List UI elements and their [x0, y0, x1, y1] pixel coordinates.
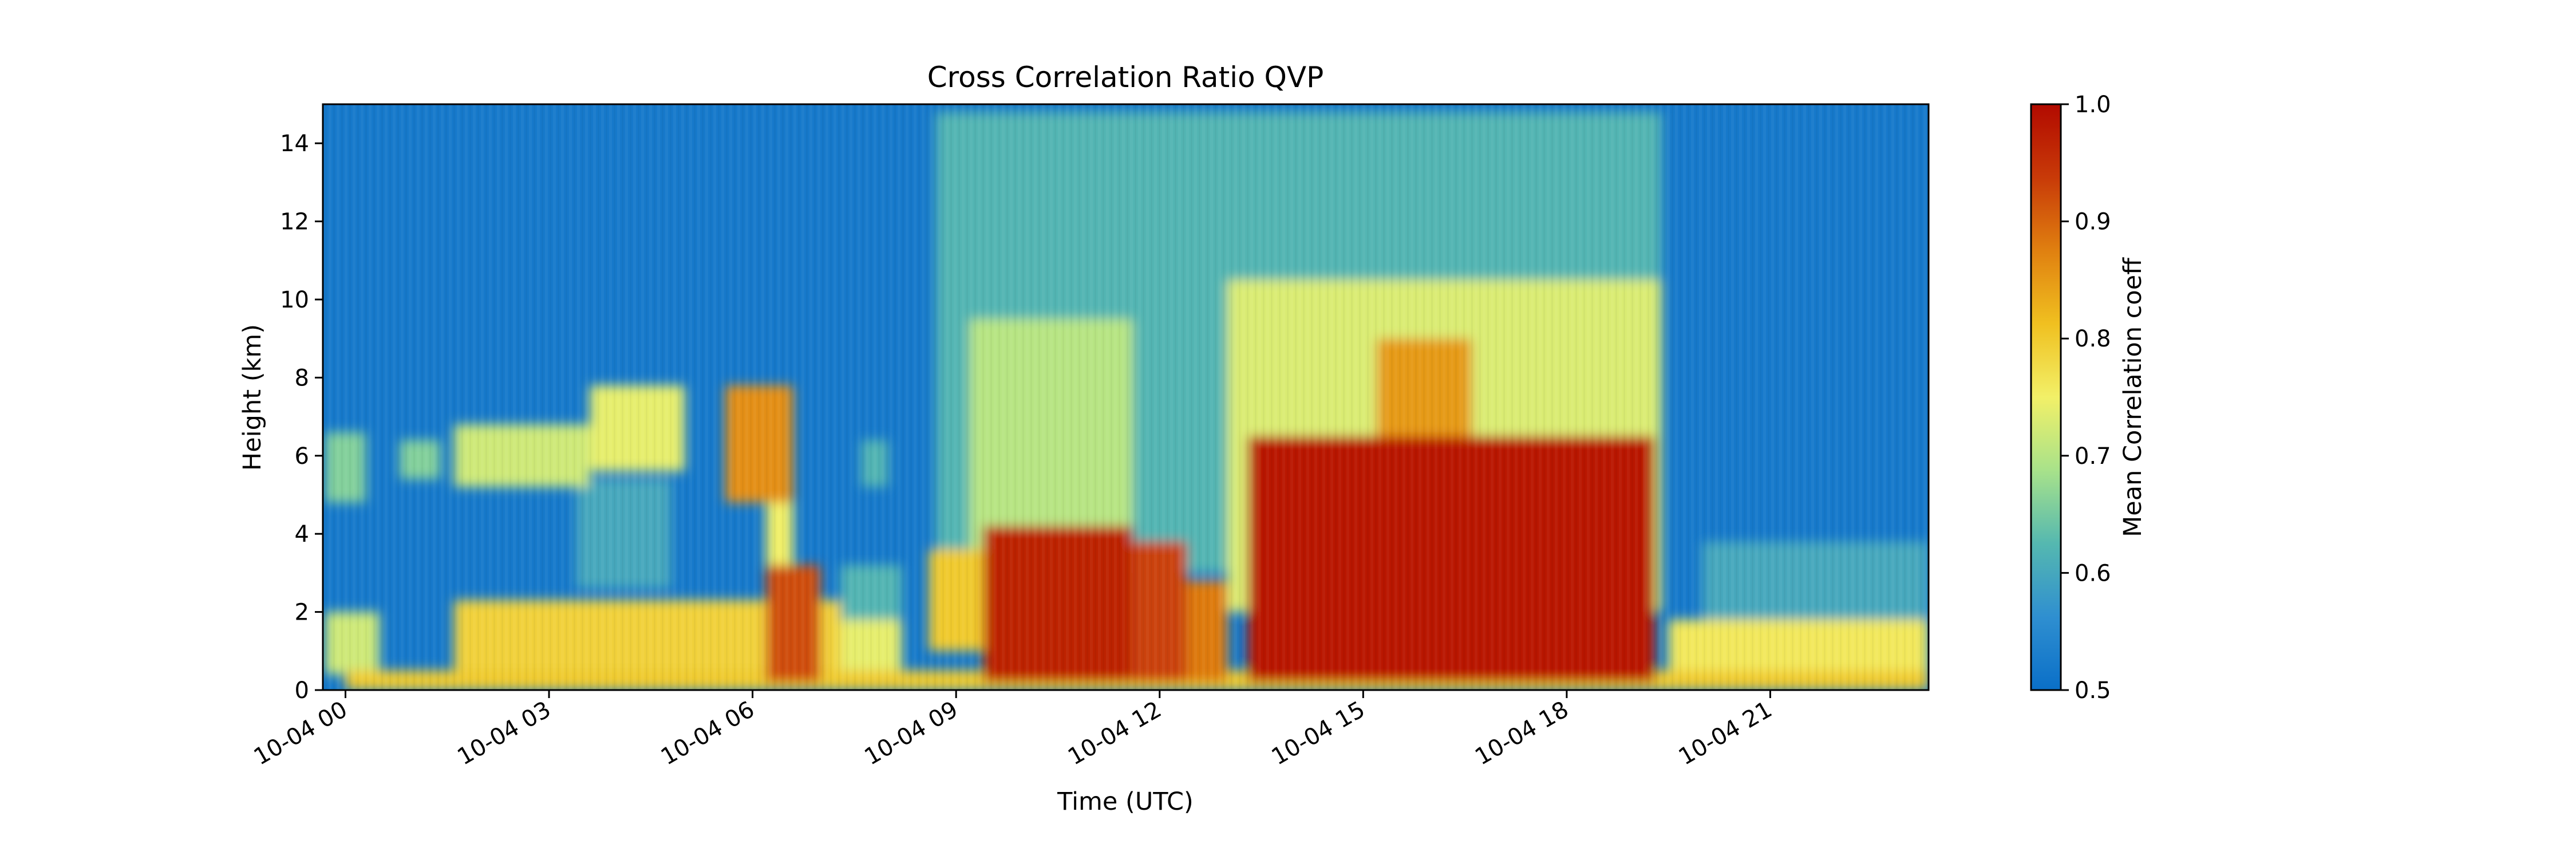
colorbar: 0.5 0.6 0.7 0.8 0.9 1.0 Mean Correlation coef… [2030, 92, 2147, 704]
chart-title: Cross Correlation Ratio QVP [927, 61, 1324, 94]
plot-frame [322, 103, 1930, 691]
y-axis: 0 2 4 6 8 10 12 14 [280, 131, 323, 704]
colorbar-frame [2030, 103, 2062, 691]
y-tick-label: 6 [295, 443, 309, 470]
x-tick-label: 10-04 12 [1064, 696, 1166, 771]
colorbar-tick-label: 0.5 [2075, 677, 2111, 704]
colorbar-tick-label: 0.6 [2075, 560, 2111, 586]
y-tick-label: 12 [280, 209, 309, 235]
y-axis-label: Height (km) [238, 324, 267, 471]
x-tick-label: 10-04 03 [453, 696, 555, 771]
colorbar-gradient [2031, 104, 2061, 690]
x-axis: 10-04 00 10-04 03 10-04 06 10-04 09 10-04 12… [250, 690, 1777, 771]
colorbar-label: Mean Correlation coeff [2119, 257, 2147, 537]
x-tick-label: 10-04 06 [657, 696, 759, 771]
x-tick-label: 10-04 09 [860, 696, 962, 771]
heatmap-texture [323, 104, 1929, 690]
x-tick-label: 10-04 00 [250, 696, 352, 771]
y-tick-label: 8 [295, 365, 309, 391]
colorbar-tick-label: 0.8 [2075, 326, 2111, 352]
y-tick-label: 4 [295, 521, 309, 547]
x-axis-label: Time (UTC) [1057, 787, 1194, 816]
plot-area [323, 104, 1929, 690]
colorbar-ticks: 0.5 0.6 0.7 0.8 0.9 1.0 [2061, 92, 2111, 704]
y-tick-label: 14 [280, 131, 309, 157]
x-tick-label: 10-04 18 [1471, 696, 1573, 771]
colorbar-tick-label: 0.7 [2075, 443, 2111, 470]
y-tick-label: 2 [295, 600, 309, 626]
x-tick-label: 10-04 15 [1267, 696, 1370, 771]
y-tick-label: 0 [295, 677, 309, 704]
x-tick-label: 10-04 21 [1674, 696, 1777, 771]
colorbar-tick-label: 1.0 [2075, 92, 2111, 118]
colorbar-tick-label: 0.9 [2075, 209, 2111, 235]
y-tick-label: 10 [280, 287, 309, 313]
